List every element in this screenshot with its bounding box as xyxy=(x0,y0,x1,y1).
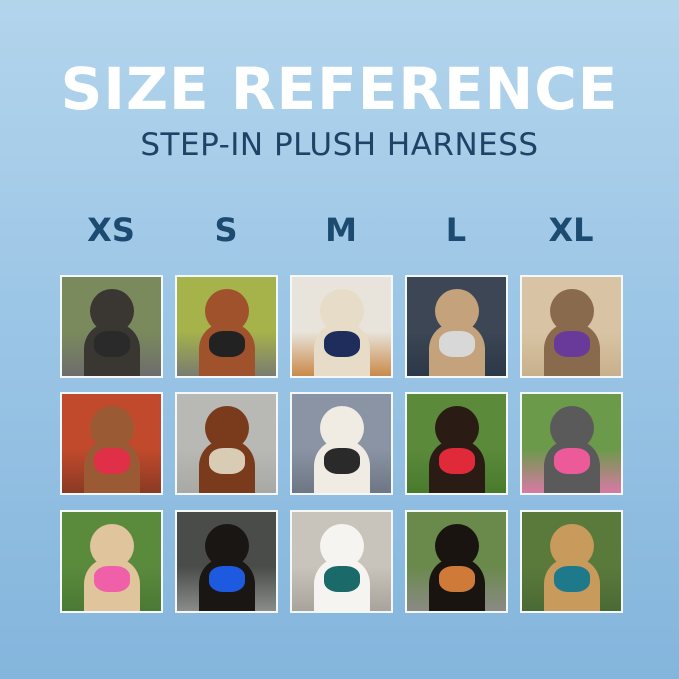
title: SIZE REFERENCE xyxy=(60,55,619,123)
dog-head xyxy=(320,406,364,450)
dog-head xyxy=(205,406,249,450)
dog-photo-m-2 xyxy=(290,392,393,495)
harness xyxy=(209,566,245,592)
harness xyxy=(554,566,590,592)
dog-photo-m-3 xyxy=(290,510,393,613)
dog-photo-xl-3 xyxy=(520,510,623,613)
dog-head xyxy=(90,406,134,450)
dog-photo-s-3 xyxy=(175,510,278,613)
dog-photo-xs-3 xyxy=(60,510,163,613)
harness xyxy=(209,448,245,474)
dog-head xyxy=(550,524,594,568)
harness xyxy=(324,566,360,592)
harness xyxy=(554,331,590,357)
size-label-l: L xyxy=(445,211,467,249)
dog-photo-s-2 xyxy=(175,392,278,495)
dog-photo-m-1 xyxy=(290,275,393,378)
dog-head xyxy=(435,406,479,450)
harness xyxy=(324,331,360,357)
dog-head xyxy=(90,524,134,568)
harness xyxy=(94,448,130,474)
dog-photo-xs-1 xyxy=(60,275,163,378)
dog-photo-s-1 xyxy=(175,275,278,378)
size-label-s: S xyxy=(214,211,238,249)
harness xyxy=(439,566,475,592)
dog-photo-l-1 xyxy=(405,275,508,378)
dog-photo-l-2 xyxy=(405,392,508,495)
dog-head xyxy=(205,289,249,333)
harness xyxy=(554,448,590,474)
dog-head xyxy=(550,289,594,333)
dog-head xyxy=(435,289,479,333)
size-label-xl: XL xyxy=(548,211,594,249)
dog-head xyxy=(435,524,479,568)
dog-head xyxy=(320,289,364,333)
dog-head xyxy=(550,406,594,450)
dog-photo-xl-1 xyxy=(520,275,623,378)
dog-photo-xl-2 xyxy=(520,392,623,495)
harness xyxy=(324,448,360,474)
harness xyxy=(439,448,475,474)
dog-head xyxy=(205,524,249,568)
harness xyxy=(439,331,475,357)
dog-photo-l-3 xyxy=(405,510,508,613)
harness xyxy=(94,331,130,357)
harness xyxy=(209,331,245,357)
dog-head xyxy=(320,524,364,568)
harness xyxy=(94,566,130,592)
dog-head xyxy=(90,289,134,333)
dog-photo-xs-2 xyxy=(60,392,163,495)
subtitle: STEP-IN PLUSH HARNESS xyxy=(140,127,539,163)
size-label-m: M xyxy=(325,211,357,249)
size-label-xs: XS xyxy=(87,211,135,249)
